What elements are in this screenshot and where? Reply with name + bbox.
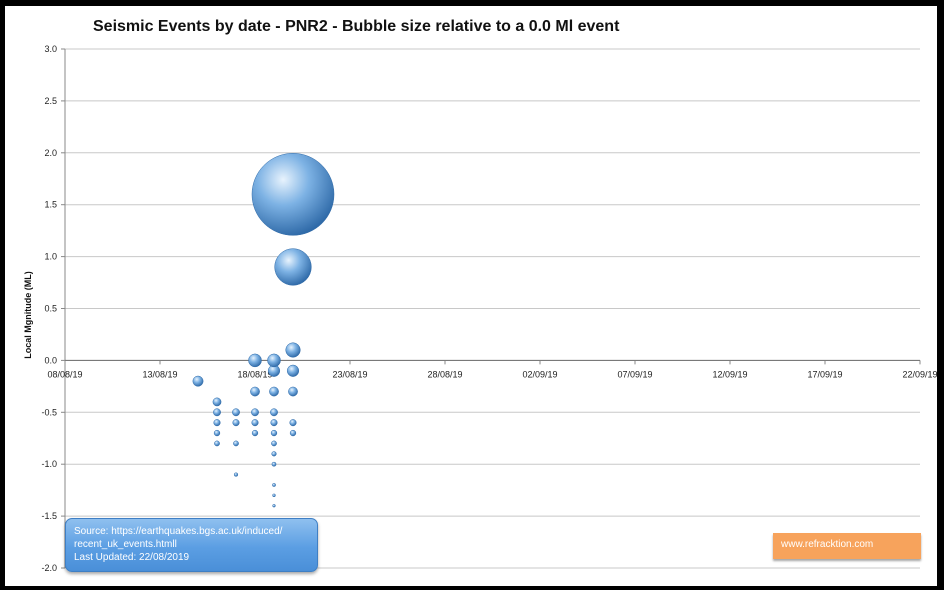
bubble <box>232 408 240 417</box>
bubble <box>248 353 262 368</box>
y-tick-label: 0.0 <box>44 355 57 365</box>
bubble <box>271 461 277 467</box>
axes <box>64 49 921 568</box>
x-tick-label: 12/09/19 <box>712 369 747 379</box>
y-tick-label: -0.5 <box>41 407 57 417</box>
x-tick-label: 18/08/19 <box>237 369 272 379</box>
bubble <box>271 451 277 457</box>
x-tick-label: 23/08/19 <box>332 369 367 379</box>
y-tick-label: 0.5 <box>44 304 57 314</box>
source-line-2: recent_uk_events.htmll <box>74 539 177 550</box>
bubble <box>270 429 278 437</box>
y-tick-label: -1.0 <box>41 459 57 469</box>
source-line-1: Source: https://earthquakes.bgs.ac.uk/in… <box>74 526 283 537</box>
y-tick-label: 2.0 <box>44 148 57 158</box>
brand-label: www.refracktion.com <box>773 533 921 559</box>
bubble <box>213 419 221 427</box>
y-tick-label: 2.5 <box>44 96 57 106</box>
last-updated: Last Updated: 22/08/2019 <box>74 552 190 563</box>
bubble <box>270 408 278 417</box>
bubble <box>251 429 259 437</box>
bubble <box>233 440 239 447</box>
x-tick-label: 08/08/19 <box>47 369 82 379</box>
bubble <box>289 429 297 437</box>
bubble <box>233 472 239 477</box>
y-tick-label: -2.0 <box>41 563 57 573</box>
bubble <box>212 397 222 407</box>
bubble <box>285 342 301 358</box>
chart-card: Seismic Events by date - PNR2 - Bubble s… <box>5 6 937 586</box>
bubble <box>250 386 260 397</box>
bubble <box>271 440 277 447</box>
bubble <box>251 419 259 427</box>
bubble <box>213 429 221 437</box>
y-tick-label: -1.5 <box>41 511 57 521</box>
x-tick-label: 13/08/19 <box>142 369 177 379</box>
x-tick-label: 22/09/19 <box>902 369 937 379</box>
x-tick-label: 07/09/19 <box>617 369 652 379</box>
y-tick-label: 1.5 <box>44 200 57 210</box>
bubble <box>192 375 204 387</box>
y-tick-labels: 3.0 2.5 2.0 1.5 1.0 0.5 0.0 -0.5 -1.0 -1.5 -2.0 <box>41 44 57 573</box>
y-tick-label: 1.0 <box>44 252 57 262</box>
chart-title: Seismic Events by date - PNR2 - Bubble s… <box>93 18 620 35</box>
bubble <box>270 419 278 427</box>
x-tick-label: 02/09/19 <box>522 369 557 379</box>
bubble <box>272 483 276 487</box>
x-tick-label: 17/09/19 <box>807 369 842 379</box>
bubble <box>272 493 276 498</box>
bubble <box>251 408 259 417</box>
source-callout: Source: https://earthquakes.bgs.ac.uk/in… <box>65 518 318 572</box>
bubble <box>289 419 297 427</box>
bubble <box>286 364 300 377</box>
plot-area: 3.0 2.5 2.0 1.5 1.0 0.5 0.0 -0.5 -1.0 -1.5 -2.0 08… <box>41 44 937 573</box>
bubble <box>251 153 335 236</box>
x-tick-labels: 08/08/19 13/08/19 18/08/19 23/08/19 28/08/19… <box>47 369 937 379</box>
bubble <box>274 248 312 286</box>
y-tick-label: 3.0 <box>44 44 57 54</box>
bubbles <box>192 153 335 508</box>
bubble <box>267 353 281 368</box>
bubble <box>214 440 220 447</box>
x-tick-label: 28/08/19 <box>427 369 462 379</box>
bubble <box>272 504 276 508</box>
bubble <box>288 386 298 397</box>
grid-lines <box>61 48 920 569</box>
bubble <box>232 419 240 427</box>
bubble <box>269 386 279 397</box>
bubble <box>213 408 221 417</box>
